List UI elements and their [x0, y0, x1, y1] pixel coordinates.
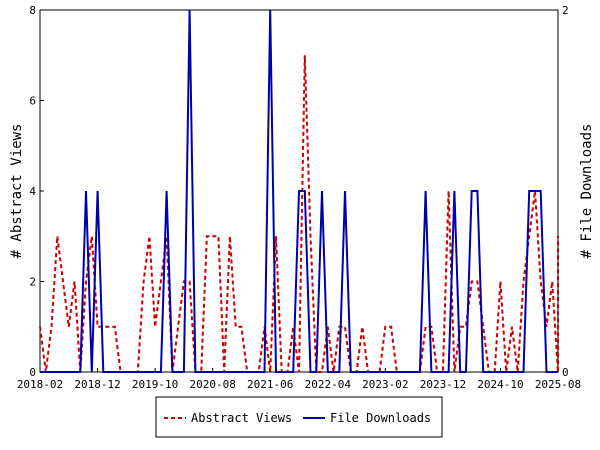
series-layer — [39, 9, 559, 373]
y-tick-label-left: 2 — [29, 276, 36, 289]
x-tick-label: 2024-10 — [477, 378, 523, 391]
y-tick-label-right: 0 — [562, 366, 569, 379]
series-line-abstract-views — [39, 55, 559, 373]
y-tick-label-right: 2 — [562, 4, 569, 17]
x-tick-label: 2020-08 — [189, 378, 235, 391]
y-tick-label-left: 6 — [29, 95, 36, 108]
x-tick-label: 2022-04 — [305, 378, 352, 391]
x-tick-label: 2019-10 — [132, 378, 178, 391]
y-tick-label-left: 8 — [29, 4, 36, 17]
y-axis-title-right: # File Downloads — [579, 124, 595, 259]
y-axis-title-left: # Abstract Views — [9, 124, 25, 259]
x-tick-label: 2025-08 — [535, 378, 581, 391]
series-line-file-downloads — [40, 9, 558, 373]
legend: Abstract Views File Downloads — [155, 396, 443, 438]
y-tick-label-left: 4 — [29, 185, 36, 198]
y-tick-label-left: 0 — [29, 366, 36, 379]
legend-label-abstract-views: Abstract Views — [191, 411, 292, 425]
x-tick-label: 2023-12 — [420, 378, 466, 391]
tick-labels: 0 2 4 6 8 0 2 2018-02 2018-12 2019-10 2020-08 2021-… — [17, 4, 581, 391]
legend-label-file-downloads: File Downloads — [330, 411, 431, 425]
x-tick-label: 2018-12 — [74, 378, 120, 391]
x-tick-label: 2021-06 — [247, 378, 293, 391]
x-tick-label: 2018-02 — [17, 378, 63, 391]
x-tick-label: 2023-02 — [362, 378, 408, 391]
legend-box — [155, 396, 443, 438]
